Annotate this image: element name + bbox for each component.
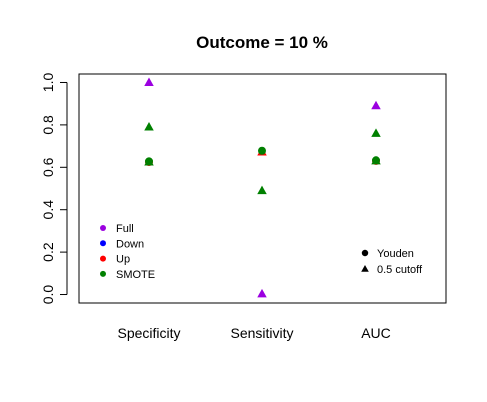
- point-auc-smote-0-5-cutoff: [371, 128, 381, 137]
- y-tick-label: 0.0: [40, 285, 56, 305]
- legend-methods: Full Down Up SMOTE: [100, 223, 155, 281]
- point-auc-full-0-5-cutoff: [371, 100, 381, 110]
- x-label-auc: AUC: [361, 325, 391, 341]
- legend-marker-youden: [361, 249, 369, 257]
- x-label-specificity: Specificity: [117, 325, 180, 341]
- legend-swatch-down: [100, 240, 106, 247]
- legend-label-full: Full: [116, 223, 134, 235]
- point-sensitivity-smote-0-5-cutoff: [257, 185, 267, 195]
- point-sensitivity-smote-youden: [258, 146, 266, 155]
- legend-label-down: Down: [116, 238, 144, 250]
- legend-swatch-full: [100, 225, 106, 231]
- y-axis: 0.0 0.2 0.4 0.6 0.8 1.0: [40, 73, 68, 305]
- x-label-sensitivity: Sensitivity: [230, 325, 293, 341]
- legend-label-0-5-cutoff: 0.5 cutoff: [377, 264, 423, 276]
- y-tick-label: 0.4: [40, 200, 56, 220]
- y-tick-label: 1.0: [40, 73, 56, 93]
- y-tick-label: 0.6: [40, 157, 56, 177]
- y-tick-label: 0.2: [40, 242, 56, 262]
- legend-marker-0-5-cutoff: [361, 265, 369, 272]
- legend-label-youden: Youden: [377, 248, 414, 260]
- data-points: [144, 77, 381, 298]
- legend-label-up: Up: [116, 254, 130, 266]
- chart-title: Outcome = 10 %: [196, 33, 328, 52]
- point-sensitivity-full-0-5-cutoff: [257, 288, 267, 298]
- legend-label-smote: SMOTE: [116, 269, 155, 281]
- legend-shapes: Youden 0.5 cutoff: [361, 248, 423, 276]
- point-specificity-full-0-5-cutoff: [144, 77, 154, 86]
- point-specificity-smote-0-5-cutoff: [144, 156, 154, 166]
- point-auc-smote-0-5-cutoff: [371, 155, 381, 165]
- point-specificity-smote-0-5-cutoff: [144, 122, 154, 131]
- y-tick-label: 0.8: [40, 115, 56, 135]
- legend-swatch-smote: [100, 270, 106, 277]
- x-axis: Specificity Sensitivity AUC: [117, 325, 390, 341]
- plot-area: [78, 73, 447, 304]
- legend-swatch-up: [100, 255, 106, 262]
